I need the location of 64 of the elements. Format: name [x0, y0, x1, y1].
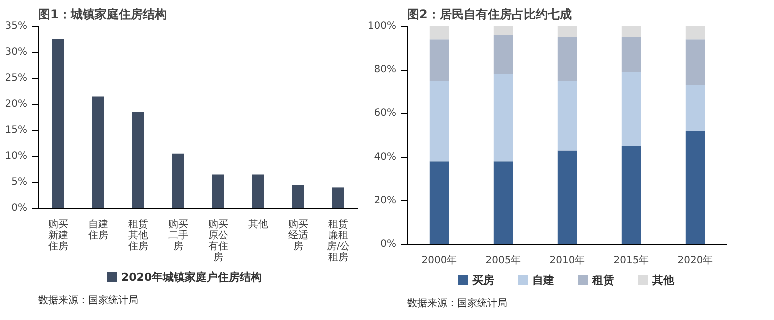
chart-title: 图2：居民自有住房占比约七成	[408, 8, 572, 22]
bar	[686, 85, 706, 132]
bar	[622, 37, 642, 72]
legend-label: 租赁	[592, 274, 614, 287]
bar	[252, 174, 264, 208]
bar	[558, 37, 578, 81]
y-tick-label: 40%	[374, 152, 397, 163]
bar	[430, 40, 450, 81]
y-tick-label: 80%	[374, 64, 397, 76]
bar	[558, 26, 578, 38]
bar	[686, 40, 706, 86]
x-tick-label: 2010年	[550, 254, 586, 266]
x-tick-label: 2020年	[678, 254, 714, 266]
y-tick-label: 20%	[374, 195, 397, 206]
bar	[494, 162, 514, 244]
bar	[172, 154, 184, 208]
bar	[622, 72, 642, 146]
y-tick-label: 5%	[12, 177, 28, 188]
y-tick-label: 60%	[374, 108, 397, 120]
x-tick-label: 其他	[248, 218, 268, 230]
x-tick-label: 购买经适房	[288, 220, 308, 252]
bar	[494, 74, 514, 162]
legend-label: 买房	[472, 274, 494, 287]
bar	[558, 81, 578, 151]
x-tick-label: 2015年	[614, 254, 650, 266]
bar	[292, 185, 304, 208]
y-tick-label: 0%	[12, 203, 28, 214]
bar	[212, 174, 224, 208]
x-tick-label: 购买新建住房	[48, 220, 68, 252]
x-tick-label: 2000年	[422, 254, 458, 266]
bar	[558, 150, 578, 244]
bar	[332, 188, 344, 208]
legend-label: 自建	[532, 274, 554, 287]
source-note: 数据来源：国家统计局	[38, 294, 138, 306]
y-tick-label: 35%	[5, 21, 28, 32]
y-tick-label: 15%	[5, 125, 28, 136]
x-tick-label: 2005年	[486, 254, 522, 266]
bar	[494, 35, 514, 74]
bar	[686, 26, 706, 40]
source-note: 数据来源：国家统计局	[408, 298, 508, 310]
bar	[430, 162, 450, 244]
bar	[430, 81, 450, 162]
x-tick-label: 租赁其他住房	[128, 218, 148, 252]
bar	[686, 131, 706, 244]
legend-label: 其他	[652, 274, 676, 287]
y-tick-label: 30%	[5, 47, 28, 58]
y-tick-label: 0%	[380, 239, 397, 250]
bar	[430, 26, 450, 40]
x-tick-label: 购买原公有住房	[208, 220, 228, 264]
x-tick-label: 租赁廉租房/公租房	[326, 218, 350, 264]
chart-title: 图1：城镇家庭住房结构	[38, 8, 167, 22]
bar	[52, 40, 64, 208]
bar	[622, 26, 642, 38]
legend-label: 2020年城镇家庭户住房结构	[122, 271, 262, 284]
bar	[132, 112, 144, 208]
bar	[92, 96, 104, 208]
bar	[494, 26, 514, 36]
y-tick-label: 100%	[368, 21, 397, 32]
x-tick-label: 自建住房	[88, 218, 108, 242]
x-tick-label: 购买二手房	[168, 220, 188, 252]
y-tick-label: 20%	[5, 99, 28, 110]
bar	[622, 146, 642, 244]
y-tick-label: 10%	[5, 151, 28, 162]
y-tick-label: 25%	[5, 73, 28, 84]
